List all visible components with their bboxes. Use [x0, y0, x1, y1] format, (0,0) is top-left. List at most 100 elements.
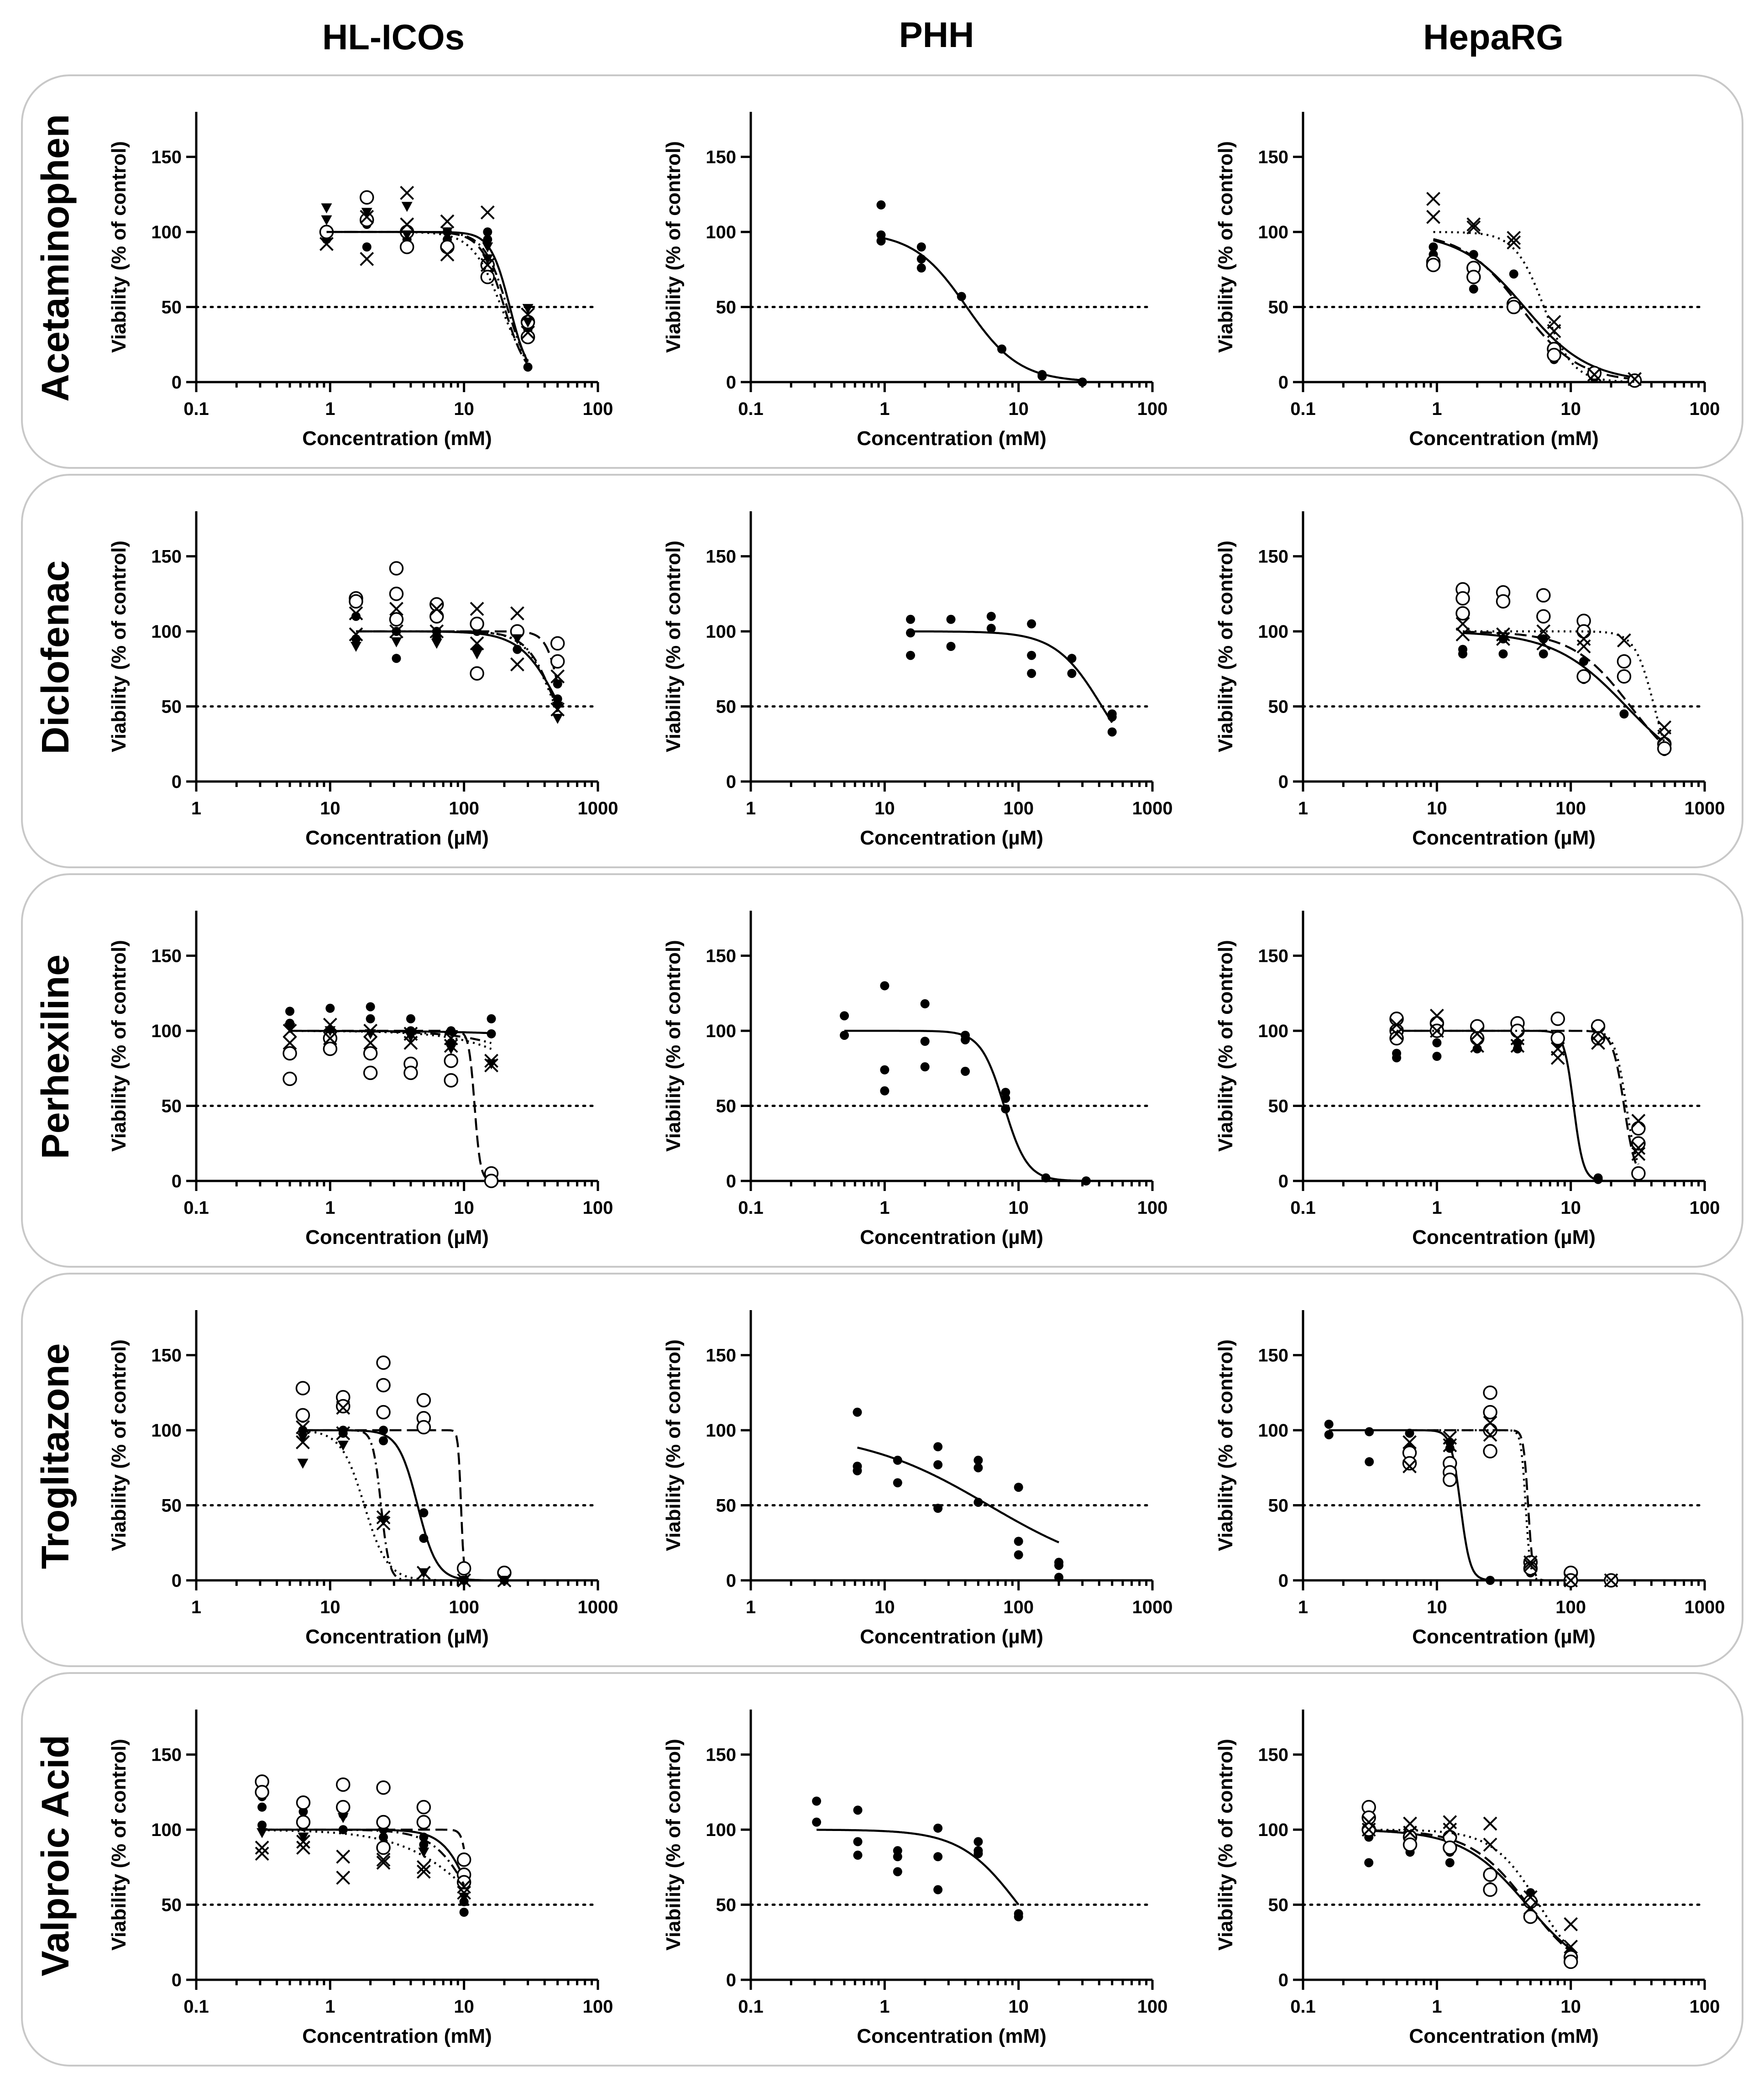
- data-point: [296, 1841, 310, 1855]
- data-point: [1472, 1044, 1482, 1054]
- data-point: [523, 362, 533, 372]
- data-point: [361, 208, 372, 218]
- data-point: [1458, 649, 1467, 659]
- fit-curve-solid: [1433, 239, 1635, 378]
- data-point: [471, 649, 483, 660]
- data-point: [445, 1044, 457, 1054]
- data-point: [1455, 627, 1470, 642]
- data-point: [1041, 1173, 1051, 1183]
- series-filled-circle: [1458, 632, 1669, 756]
- data-point: [418, 1568, 429, 1579]
- y-tick-label: 50: [716, 1096, 737, 1117]
- data-point: [351, 612, 361, 621]
- fit-curve-solid: [356, 630, 559, 703]
- y-axis-label: Viability (% of control): [1214, 1739, 1237, 1951]
- x-tick-label: 100: [583, 1198, 613, 1218]
- y-tick-label: 100: [151, 1421, 182, 1441]
- data-point: [1619, 709, 1629, 719]
- data-point: [285, 1007, 295, 1016]
- data-point: [893, 1867, 902, 1877]
- x-tick-label: 100: [583, 399, 613, 419]
- fit-curve-dashed: [1462, 630, 1665, 747]
- data-point: [378, 1828, 389, 1838]
- chart-valproic-acid-phh: 0 50 100 150 0.1 1 10 100 Concentration (mM) Viab…: [662, 1710, 1167, 2047]
- data-point: [440, 247, 455, 262]
- data-point: [920, 999, 930, 1008]
- x-tick-label: 10: [1008, 1997, 1029, 2017]
- row-frame: [21, 474, 1743, 868]
- data-point: [1392, 1053, 1402, 1063]
- series-filled-circle: [853, 1407, 1063, 1582]
- data-point: [1617, 669, 1632, 684]
- data-point: [1001, 1104, 1010, 1114]
- data-point: [486, 1059, 497, 1070]
- data-point: [296, 1420, 310, 1434]
- data-point: [376, 1852, 391, 1867]
- x-tick-label: 1: [325, 399, 335, 419]
- y-tick-label: 0: [726, 1970, 736, 1990]
- y-tick-label: 0: [1278, 1571, 1288, 1591]
- series-open-circle: [1361, 1800, 1578, 1969]
- data-point: [392, 654, 401, 663]
- x-tick-label: 0.1: [738, 1997, 764, 2017]
- data-point: [350, 642, 361, 652]
- data-point: [1324, 1419, 1334, 1429]
- data-point: [256, 1828, 268, 1838]
- data-point: [1466, 217, 1481, 232]
- y-tick-label: 0: [726, 1171, 736, 1191]
- data-point: [295, 1408, 310, 1422]
- data-point: [960, 1066, 970, 1076]
- series-x: [1455, 617, 1672, 744]
- data-point: [522, 304, 534, 314]
- data-point: [255, 1846, 269, 1861]
- data-point: [416, 1815, 431, 1830]
- y-tick-label: 50: [162, 1895, 182, 1915]
- y-tick-label: 100: [1258, 1421, 1288, 1441]
- data-point: [1014, 1483, 1023, 1492]
- data-point: [389, 602, 403, 616]
- data-point: [429, 609, 444, 624]
- data-point: [880, 1086, 890, 1096]
- data-point: [416, 1420, 431, 1435]
- y-tick-label: 50: [716, 1895, 737, 1915]
- y-tick-label: 150: [151, 1346, 182, 1366]
- x-tick-label: 1: [879, 1997, 890, 2017]
- data-point: [323, 1041, 338, 1056]
- data-point: [1403, 1837, 1418, 1852]
- x-axis-label: Concentration (mM): [1409, 427, 1599, 450]
- data-point: [429, 602, 444, 616]
- series-filled-circle: [257, 1792, 469, 1917]
- data-point: [458, 1576, 470, 1586]
- x-axis-label: Concentration (µM): [305, 1626, 489, 1648]
- series-filled-circle: [876, 200, 1087, 387]
- series-open-circle: [1402, 1385, 1618, 1588]
- fit-curve-dotted: [356, 630, 559, 713]
- data-point: [483, 227, 492, 237]
- data-point: [880, 981, 890, 991]
- data-point: [1563, 1954, 1578, 1969]
- x-tick-label: 10: [874, 798, 895, 818]
- data-point: [840, 1030, 849, 1040]
- series-filled-triangle: [297, 1429, 510, 1586]
- y-tick-label: 150: [706, 547, 736, 567]
- data-point: [974, 1463, 983, 1473]
- data-point: [1523, 1555, 1538, 1569]
- series-open-circle: [349, 561, 565, 684]
- data-point: [1631, 1114, 1646, 1128]
- data-point: [1536, 636, 1551, 650]
- data-point: [337, 1813, 349, 1823]
- data-point: [853, 1837, 863, 1846]
- data-point: [1469, 284, 1478, 294]
- data-point: [1510, 1039, 1525, 1053]
- chart-perhexiline-heparg: 0 50 100 150 0.1 1 10 100 Concentration (µM) Viab…: [1214, 911, 1720, 1248]
- data-point: [1591, 1031, 1606, 1046]
- x-tick-label: 100: [1555, 798, 1586, 818]
- data-point: [906, 628, 915, 638]
- data-point: [321, 203, 332, 214]
- fit-curve-dash-dot: [262, 1828, 465, 1885]
- series-x: [1426, 192, 1642, 386]
- data-point: [1027, 669, 1036, 678]
- y-tick-label: 0: [172, 372, 182, 393]
- row-frame: [21, 873, 1743, 1268]
